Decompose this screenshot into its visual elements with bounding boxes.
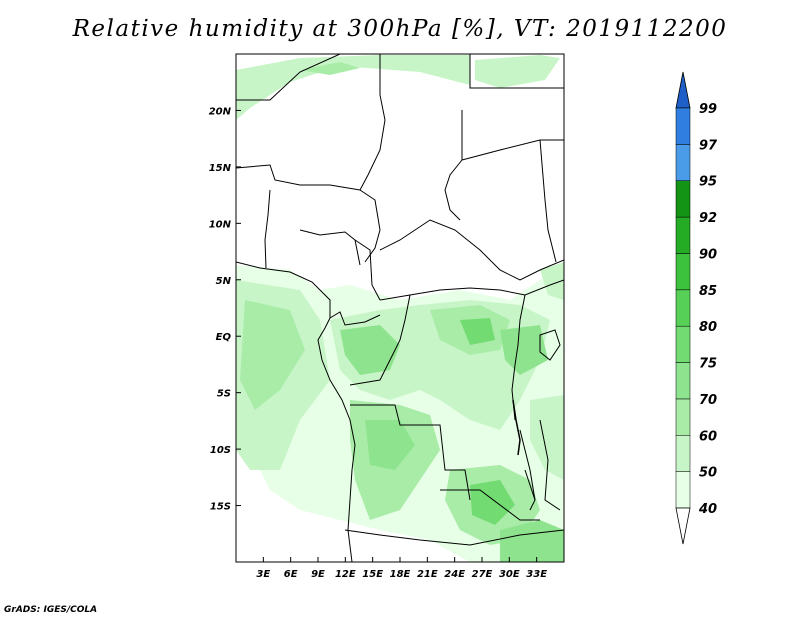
lon-tick-label: 3E xyxy=(256,569,270,580)
colorbar-segment xyxy=(675,435,691,472)
lon-tick-label: 9E xyxy=(311,569,325,580)
map-title: Relative humidity at 300hPa [%], VT: 201… xyxy=(72,16,728,42)
lat-tick-label: 20N xyxy=(209,106,232,117)
colorbar-label: 50 xyxy=(699,466,717,481)
colorbar-label: 75 xyxy=(699,357,717,372)
colorbar-label: 85 xyxy=(699,284,717,299)
colorbar-under-triangle xyxy=(675,507,691,545)
colorbar-label: 90 xyxy=(699,247,717,262)
lat-tick-label: 5S xyxy=(217,389,231,400)
lon-tick-label: 18E xyxy=(390,569,411,580)
colorbar-label: 40 xyxy=(698,502,717,517)
colorbar-segment xyxy=(675,253,691,291)
colorbar-segment xyxy=(675,216,691,254)
country-borders xyxy=(236,54,564,562)
colorbar: 40 50 60 70 75 80 85 90 92 95 97 99 xyxy=(675,71,718,545)
lat-tick-label: EQ xyxy=(216,332,232,343)
latitude-ticks: 20N 15N 10N 5N EQ 5S 10S 15S xyxy=(209,106,241,513)
lat-tick-label: 15S xyxy=(210,502,231,513)
lon-tick-label: 6E xyxy=(284,569,298,580)
colorbar-over-triangle xyxy=(675,71,691,109)
lon-tick-label: 15E xyxy=(362,569,383,580)
colorbar-segment xyxy=(675,398,691,436)
colorbar-label: 95 xyxy=(699,175,717,190)
lon-tick-label: 33E xyxy=(526,569,547,580)
colorbar-segment xyxy=(675,289,691,327)
colorbar-label: 99 xyxy=(699,102,717,117)
colorbar-label: 92 xyxy=(699,211,717,226)
colorbar-segment xyxy=(675,180,691,218)
lon-tick-label: 30E xyxy=(499,569,520,580)
lon-tick-label: 21E xyxy=(417,569,438,580)
lat-tick-label: 5N xyxy=(216,276,232,287)
lon-tick-label: 12E xyxy=(335,569,356,580)
colorbar-label: 80 xyxy=(699,320,717,335)
lon-tick-label: 27E xyxy=(472,569,493,580)
colorbar-segment xyxy=(675,471,691,509)
colorbar-segment xyxy=(675,144,691,181)
lat-tick-label: 15N xyxy=(209,163,232,174)
grads-credit: GrADS: IGES/COLA xyxy=(4,605,98,615)
colorbar-segment xyxy=(675,325,691,363)
lon-tick-label: 24E xyxy=(444,569,465,580)
lat-tick-label: 10N xyxy=(209,219,232,230)
colorbar-label: 97 xyxy=(699,138,718,153)
lat-tick-label: 10S xyxy=(210,445,231,456)
humidity-field xyxy=(236,55,564,562)
colorbar-label: 70 xyxy=(699,393,717,408)
colorbar-segment xyxy=(675,107,691,145)
colorbar-label: 60 xyxy=(699,429,717,444)
colorbar-segment xyxy=(675,362,691,400)
longitude-ticks: 3E 6E 9E 12E 15E 18E 21E 24E 27E 30E 33E xyxy=(256,557,547,580)
